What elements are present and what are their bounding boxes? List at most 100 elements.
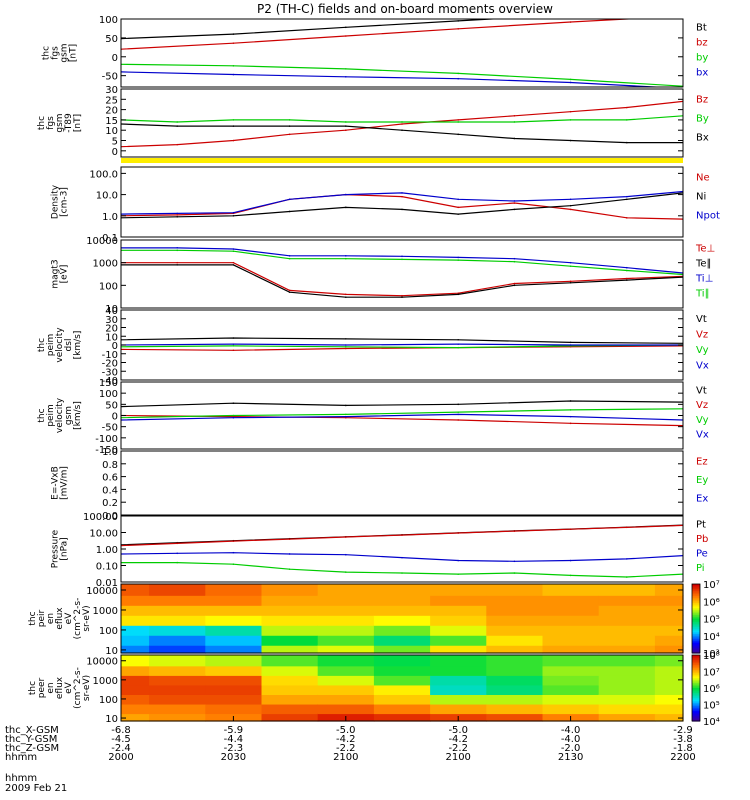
data-point — [569, 344, 572, 346]
colorbar-tick-label: 10⁷ — [703, 580, 720, 591]
colorbar-segment — [692, 661, 700, 664]
data-point — [457, 292, 460, 294]
colorbar-segment — [692, 706, 700, 709]
colorbar-segment — [692, 606, 700, 609]
colorbar-segment — [692, 704, 700, 707]
series-line-Vx — [121, 343, 683, 346]
data-point — [513, 260, 516, 263]
heatmap-cell — [317, 635, 375, 646]
heatmap-cell — [430, 635, 487, 646]
colorbar-segment — [692, 699, 700, 702]
heatmap-cell — [654, 615, 684, 626]
data-point — [569, 415, 572, 418]
data-point — [176, 212, 178, 215]
colorbar-segment — [692, 688, 700, 691]
heatmap-cell — [261, 625, 319, 636]
data-point — [569, 341, 572, 344]
heatmap-cell — [149, 584, 206, 596]
y-tick-label: 15 — [105, 116, 118, 127]
legend-entry: Ti∥ — [695, 289, 710, 300]
data-point — [626, 119, 628, 121]
panel-fgs_gsm: -50 0 50 100 thc fgs gsm [nT] Bt bz by bx — [42, 15, 708, 88]
data-point — [176, 249, 178, 252]
panel-e_field: 0.0 0.2 0.40.6 0.8 1.0 E=-VxB [mV/m] Ez Ey Ex — [51, 447, 709, 522]
data-point — [176, 264, 178, 266]
colorbar-tick-label: 10³ — [703, 649, 720, 660]
heatmap-cell — [317, 645, 375, 654]
panel-peir_spec: 10³ 10⁴ 10⁵ 10⁶ 10⁷ 10 100 1000 10000 thc peir en ef… — [28, 580, 720, 660]
colorbar-segment — [692, 623, 700, 626]
heatmap-cell — [261, 615, 319, 626]
legend-entry: Pe — [696, 548, 708, 559]
data-point — [176, 143, 178, 146]
data-point — [176, 121, 178, 123]
heatmap-cell — [373, 694, 431, 705]
y-tick-label: 1.00 — [96, 545, 118, 556]
heatmap-cell — [149, 645, 206, 654]
ephemeris-value: 2100 — [445, 752, 470, 763]
data-point — [513, 257, 516, 260]
series-line-bz — [121, 19, 639, 50]
series-group — [121, 19, 683, 87]
data-point — [288, 255, 291, 257]
data-point — [401, 255, 403, 258]
y-tick-label: 100.00 — [83, 512, 118, 523]
y-axis-label: thc — [37, 338, 47, 352]
data-point — [569, 204, 572, 207]
data-point — [401, 192, 403, 194]
colorbar-segment — [692, 637, 700, 640]
colorbar-segment — [692, 714, 700, 717]
series-line-Vt — [121, 337, 683, 344]
series-line-Vy — [121, 408, 683, 419]
heatmap-cell — [261, 665, 319, 676]
y-tick-label: 50 — [105, 400, 118, 411]
data-point — [626, 195, 628, 198]
panel-temperature: 10 100 1000 10000 magt3 [eV] Te⊥ Te∥ Ti⊥ Ti∥ — [51, 236, 716, 315]
y-tick-label: -30 — [102, 367, 118, 378]
heatmap-cell — [149, 595, 206, 606]
legend-entry: Vz — [696, 400, 708, 411]
heatmap-cell — [430, 625, 487, 636]
heatmap-cell — [598, 645, 656, 654]
colorbar-segment — [692, 632, 700, 635]
colorbar-segment — [692, 689, 700, 692]
data-point — [569, 208, 572, 211]
colorbar-segment — [692, 663, 700, 666]
data-point — [457, 121, 460, 123]
colorbar-segment — [692, 627, 700, 630]
data-point — [626, 217, 628, 219]
data-gap-bar — [121, 158, 683, 163]
heatmap-cell — [317, 605, 375, 616]
data-point — [569, 78, 572, 81]
ephemeris-value: -4.0 — [561, 725, 581, 736]
ephemeris-value: 2200 — [670, 752, 695, 763]
colorbar-segment — [692, 640, 700, 644]
series-line-Bt — [121, 19, 503, 40]
colorbar-segment — [692, 615, 700, 618]
heatmap-cell — [205, 584, 263, 596]
series-line-Vt — [121, 400, 683, 408]
colorbar-segment — [692, 585, 700, 589]
y-tick-label: 0 — [112, 341, 118, 352]
series-group — [121, 247, 683, 298]
data-point — [345, 125, 347, 127]
data-point — [457, 573, 460, 575]
data-point — [626, 266, 628, 269]
data-point — [626, 277, 628, 280]
colorbar-segment — [692, 613, 700, 616]
series-line-Ti⊥ — [121, 247, 683, 274]
data-point — [457, 338, 460, 341]
data-point — [569, 21, 572, 23]
y-tick-label: 10 — [105, 332, 118, 343]
data-point — [401, 572, 403, 574]
colorbar-segment — [692, 611, 700, 614]
data-point — [569, 139, 572, 142]
panel-frame — [120, 583, 684, 654]
heatmap-cell — [317, 584, 375, 596]
data-point — [513, 200, 516, 202]
heatmap-cell — [654, 684, 684, 695]
data-point — [345, 76, 347, 78]
y-tick-label: 1000 — [93, 606, 118, 617]
heatmap-cell — [654, 713, 684, 722]
ephemeris-value: 2030 — [221, 752, 246, 763]
